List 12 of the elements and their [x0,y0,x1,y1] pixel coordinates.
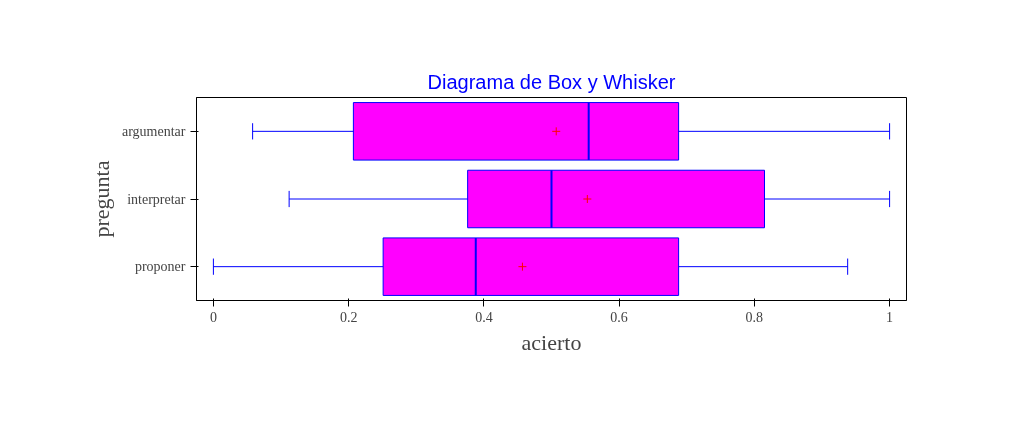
x-tick-label: 0.4 [475,309,493,325]
x-tick-label: 0 [209,309,217,325]
x-tick-label: 0.8 [745,309,764,325]
y-tick-label: interpretar [127,191,186,207]
y-axis-title: pregunta [89,160,115,238]
y-tick-label: proponer [134,259,186,275]
x-tick-label: 1 [886,309,894,325]
x-axis-title: acierto [521,329,582,355]
y-tick-label: argumentar [122,123,186,139]
x-tick-label: 0.2 [339,309,358,325]
x-tick-label: 0.6 [610,309,628,325]
chart-title: Diagrama de Box y Whisker [427,70,676,93]
